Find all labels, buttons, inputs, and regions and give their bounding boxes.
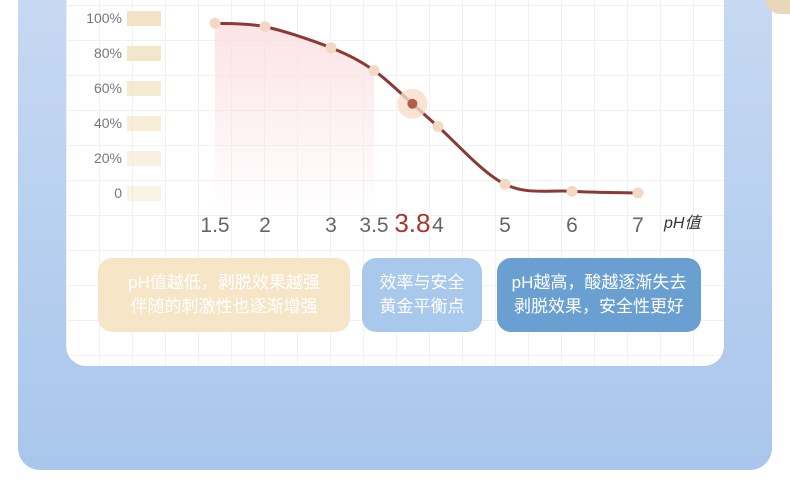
y-tick-label: 60% (94, 80, 122, 96)
note-low-ph: pH值越低，剥脱效果越强 伴随的刺激性也逐渐增强 (98, 258, 350, 332)
x-tick-label: 2 (259, 214, 271, 237)
x-tick-label: 3.5 (359, 214, 388, 237)
x-tick-label: 3 (325, 214, 337, 237)
note-line: 黄金平衡点 (379, 297, 465, 316)
x-tick-label: 1.5 (200, 214, 229, 237)
data-point (368, 65, 380, 76)
data-point (499, 178, 511, 190)
data-point (632, 187, 644, 199)
y-tick-bar (127, 116, 161, 131)
data-point (432, 121, 444, 132)
y-tick-bar (127, 46, 161, 61)
x-tick-label: 7 (632, 214, 644, 237)
data-point (566, 185, 578, 197)
highlight-point (407, 98, 418, 109)
note-line: 伴随的刺激性也逐渐增强 (130, 297, 318, 316)
note-balance: 效率与安全黄金平衡点 (362, 258, 482, 332)
data-point (209, 17, 221, 29)
note-line: 效率与安全 (379, 273, 465, 292)
y-tick-label: 40% (94, 115, 122, 131)
data-point (325, 42, 337, 54)
note-line: pH越高，酸越逐渐失去 (511, 273, 687, 292)
y-tick-bar (127, 186, 161, 201)
note-line: 剥脱效果，安全性更好 (514, 297, 684, 316)
y-tick-label: 80% (94, 45, 122, 61)
y-tick-bar (127, 81, 161, 96)
x-tick-label: 4 (432, 214, 444, 237)
x-tick-label: 5 (499, 214, 511, 237)
y-tick-label: 100% (86, 10, 122, 26)
y-tick-bar (127, 151, 161, 166)
corner-decoration (766, 0, 790, 14)
x-tick-label: 6 (566, 214, 578, 237)
y-tick-bar (127, 11, 161, 26)
data-point (259, 21, 271, 33)
y-tick-label: 20% (94, 150, 122, 166)
x-axis-label: pH值 (663, 214, 702, 232)
x-tick-label: 3.8 (394, 208, 430, 238)
note-high-ph: pH越高，酸越逐渐失去 剥脱效果，安全性更好 (497, 258, 701, 332)
area-fill (215, 23, 374, 215)
note-line: pH值越低，剥脱效果越强 (128, 273, 320, 292)
y-tick-label: 0 (114, 185, 122, 201)
